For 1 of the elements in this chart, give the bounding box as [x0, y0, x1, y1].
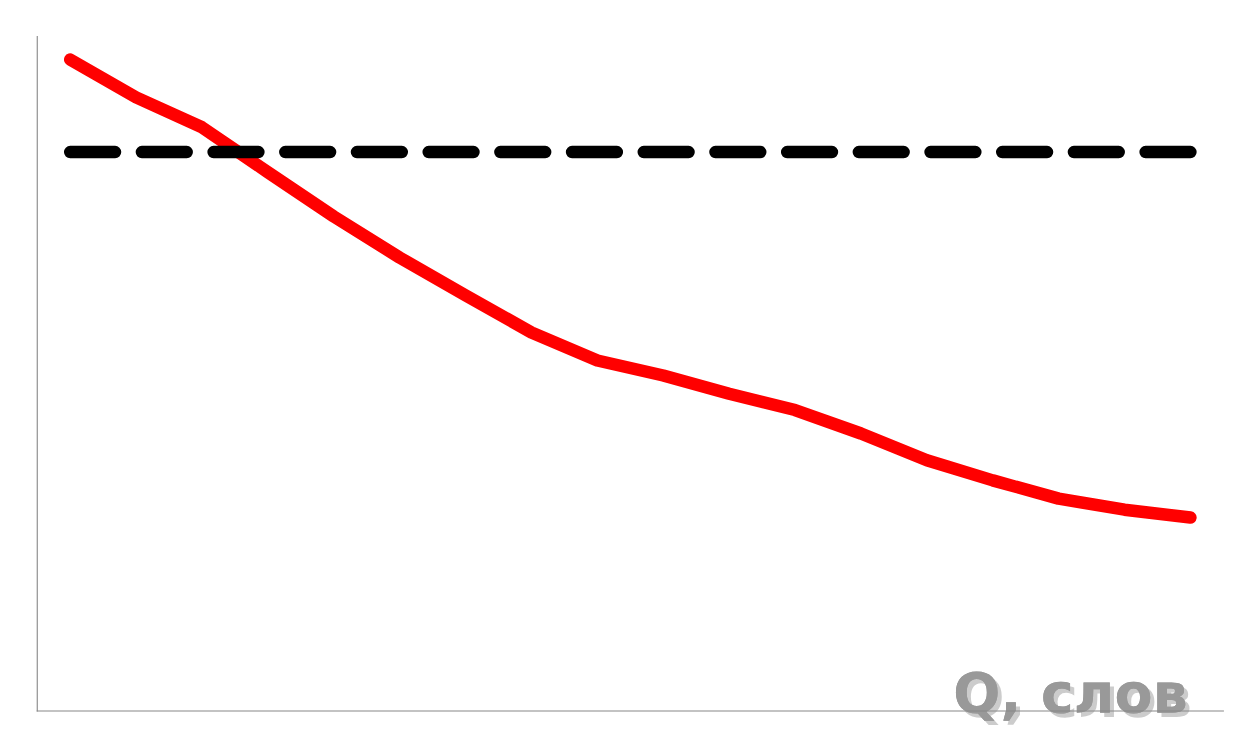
- x-axis-title: Q, слов: [955, 671, 1190, 726]
